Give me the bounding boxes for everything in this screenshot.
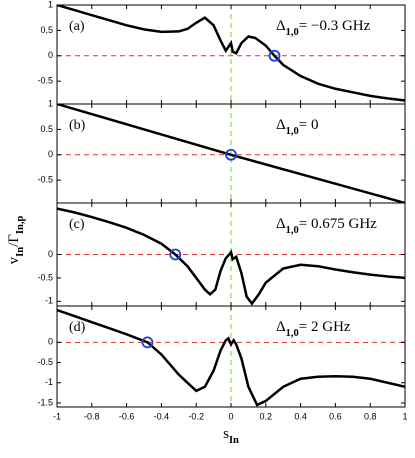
x-tick-label: 0 bbox=[228, 411, 233, 421]
marker bbox=[141, 336, 154, 349]
x-tick-label: 0.6 bbox=[329, 411, 342, 421]
x-axis-label: sIn bbox=[223, 426, 239, 445]
label-part: s bbox=[223, 426, 229, 442]
plot-frame bbox=[56, 305, 406, 408]
x-tick-label: -0.4 bbox=[154, 411, 170, 421]
label-part: In bbox=[15, 247, 26, 257]
y-tick-label: 0.5 bbox=[40, 124, 53, 134]
line bbox=[57, 5, 405, 102]
y-tick-label: 0 bbox=[48, 50, 53, 60]
label-part: 1,0 bbox=[286, 225, 299, 236]
x-tick-label: 0.8 bbox=[364, 411, 377, 421]
label-part: Δ bbox=[276, 319, 286, 335]
label-part: Δ bbox=[276, 18, 286, 34]
panel-label: (a) bbox=[69, 19, 85, 34]
label-part: In,p bbox=[15, 216, 26, 235]
y-axis-label: vIn/ΓIn,p bbox=[6, 216, 25, 265]
y-tick-label: -0.5 bbox=[37, 175, 53, 185]
label-part: = 0.675 GHz bbox=[299, 216, 377, 232]
panel-label: (c) bbox=[69, 217, 85, 232]
label-part: 1,0 bbox=[286, 126, 299, 137]
x-tick-label: -0.8 bbox=[84, 411, 100, 421]
marker bbox=[268, 49, 281, 62]
annotation: Δ1,0= −0.3 GHz bbox=[276, 18, 371, 37]
x-tick-label: 0.2 bbox=[260, 411, 273, 421]
label-part: = 0 bbox=[299, 117, 319, 133]
annotation: Δ1,0= 0.675 GHz bbox=[276, 216, 377, 235]
x-tick-label: -0.2 bbox=[188, 411, 204, 421]
y-tick-label: -0.5 bbox=[37, 272, 53, 282]
y-tick-label: 1 bbox=[48, 0, 53, 9]
y-tick-label: 1 bbox=[48, 98, 53, 108]
label-part: = −0.3 GHz bbox=[299, 18, 371, 34]
y-tick-label: 0 bbox=[48, 149, 53, 159]
y-tick-label: -0.5 bbox=[37, 76, 53, 86]
annotation: Δ1,0= 2 GHz bbox=[276, 319, 351, 338]
panel-label: (d) bbox=[69, 320, 86, 335]
y-tick-label: 0 bbox=[48, 249, 53, 259]
x-tick-label: 1 bbox=[402, 411, 407, 421]
x-tick-label: -0.6 bbox=[119, 411, 135, 421]
label-part: Δ bbox=[276, 216, 286, 232]
label-part: /Γ bbox=[6, 234, 22, 247]
marker bbox=[169, 248, 182, 261]
line bbox=[57, 104, 405, 203]
label-part: = 2 GHz bbox=[299, 319, 351, 335]
marker bbox=[225, 148, 237, 161]
y-tick-label: -1 bbox=[45, 377, 53, 387]
y-tick-label: 0,5 bbox=[40, 25, 53, 35]
x-tick-label: 0.4 bbox=[294, 411, 307, 421]
label-part: 1,0 bbox=[286, 27, 299, 38]
label-part: Δ bbox=[276, 117, 286, 133]
annotation: Δ1,0= 0 bbox=[276, 117, 319, 136]
line bbox=[57, 308, 405, 407]
y-tick-label: 0 bbox=[48, 337, 53, 347]
x-tick-label: -1 bbox=[53, 411, 61, 421]
line bbox=[57, 207, 405, 306]
y-tick-label: -0.5 bbox=[37, 357, 53, 367]
y-tick-label: -1.5 bbox=[37, 397, 53, 407]
label-part: 1,0 bbox=[286, 328, 299, 339]
label-part: In bbox=[229, 435, 239, 446]
panel-label: (b) bbox=[69, 118, 86, 133]
label-part: v bbox=[6, 256, 22, 264]
y-tick-label: -1 bbox=[45, 296, 53, 306]
